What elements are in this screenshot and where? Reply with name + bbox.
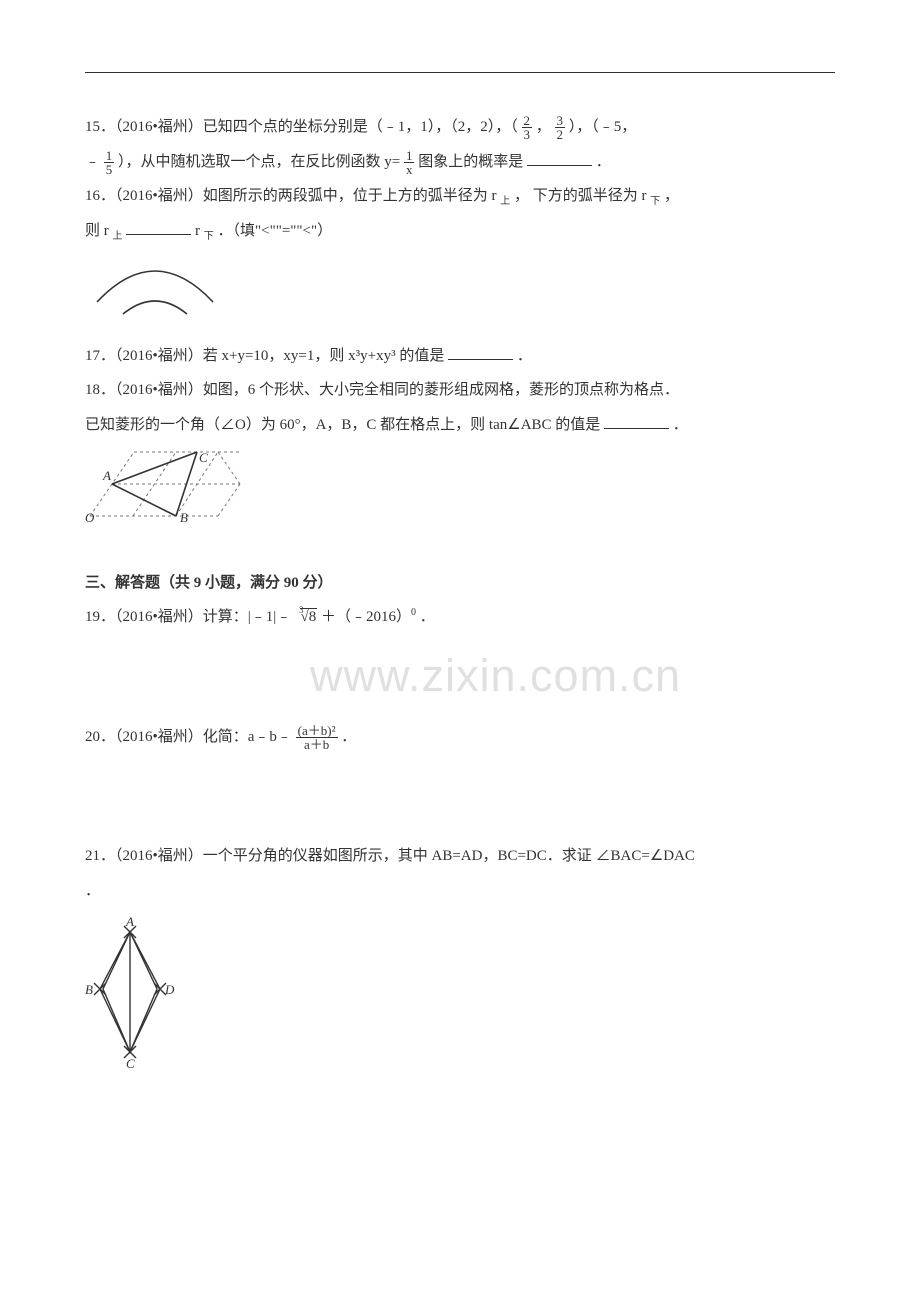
label-C: C xyxy=(126,1056,135,1069)
fill-blank xyxy=(448,345,513,360)
q16-text-1: 16．（2016•福州）如图所示的两段弧中，位于上方的弧半径为 r xyxy=(85,188,497,204)
label-D: D xyxy=(164,982,175,997)
question-18: 18．（2016•福州）如图，6 个形状、大小完全相同的菱形组成网格，菱形的顶点… xyxy=(85,373,835,442)
q15-text-6: 图象上的概率是 xyxy=(418,154,523,170)
q18-end: ． xyxy=(673,417,688,433)
frac-den: 5 xyxy=(104,163,115,176)
label-B: B xyxy=(180,510,188,524)
q19-sup: 0 xyxy=(411,607,416,618)
question-19: 19．（2016•福州）计算：|﹣1|﹣ 3√8 ＋（﹣2016）0 ． xyxy=(85,600,835,635)
q20-prefix: 20．（2016•福州）化简：a﹣b﹣ xyxy=(85,729,292,745)
frac-den: 3 xyxy=(522,128,533,141)
q18-line1: 18．（2016•福州）如图，6 个形状、大小完全相同的菱形组成网格，菱形的顶点… xyxy=(85,382,679,398)
frac-num: 1 xyxy=(104,149,115,163)
label-A: A xyxy=(125,914,134,929)
q16-line2-1: 则 r xyxy=(85,223,109,239)
arcs-figure xyxy=(85,254,225,319)
label-B: B xyxy=(85,982,93,997)
root-index: 3 xyxy=(299,605,304,615)
q15-text-4: ﹣ xyxy=(85,154,100,170)
frac-den: a＋b xyxy=(296,738,338,751)
q16-sub-dn: 下 xyxy=(650,196,660,207)
q19-end: ． xyxy=(420,609,435,625)
frac-den: 2 xyxy=(555,128,566,141)
rhombus-grid-figure: O A B C xyxy=(85,444,242,524)
label-C: C xyxy=(199,450,208,465)
q19-prefix: 19．（2016•福州）计算：|﹣1|﹣ xyxy=(85,609,291,625)
q15-text-5: ），从中随机选取一个点，在反比例函数 y= xyxy=(118,154,400,170)
cube-root: 3√8 xyxy=(295,609,321,625)
q15-frac-1: 23 xyxy=(522,114,533,141)
q16-end: ．（填"<""=""<"） xyxy=(218,223,333,239)
q21-line1: 21．（2016•福州）一个平分角的仪器如图所示，其中 AB=AD，BC=DC．… xyxy=(85,848,695,864)
question-15: 15．（2016•福州）已知四个点的坐标分别是（﹣1，1），（2，2），（ 23… xyxy=(85,110,835,179)
page-content: 15．（2016•福州）已知四个点的坐标分别是（﹣1，1），（2，2），（ 23… xyxy=(85,110,835,1089)
kite-lines xyxy=(94,926,166,1058)
q16-sub-up-2: 上 xyxy=(113,231,123,242)
frac-num: 1 xyxy=(404,149,415,163)
frac-num: (a＋b)² xyxy=(296,724,338,738)
fill-blank xyxy=(604,414,669,429)
q20-end: ． xyxy=(341,729,356,745)
fill-blank xyxy=(527,151,592,166)
q15-text-2: ， xyxy=(536,119,551,135)
q16-text-3: ， xyxy=(664,188,679,204)
question-16: 16．（2016•福州）如图所示的两段弧中，位于上方的弧半径为 r 上 ， 下方… xyxy=(85,179,835,248)
spacer xyxy=(85,635,835,720)
label-A: A xyxy=(102,468,111,483)
section-3-heading: 三、解答题（共 9 小题，满分 90 分） xyxy=(85,566,835,601)
q18-line2: 已知菱形的一个角（∠O）为 60°，A，B，C 都在格点上，则 tan∠ABC … xyxy=(85,417,600,433)
q19-tail: ＋（﹣2016） xyxy=(321,609,411,625)
spacer xyxy=(85,754,835,839)
q15-end: ． xyxy=(596,154,611,170)
q15-frac-3: 15 xyxy=(104,149,115,176)
q15-text-1: 15．（2016•福州）已知四个点的坐标分别是（﹣1，1），（2，2），（ xyxy=(85,119,518,135)
question-21: 21．（2016•福州）一个平分角的仪器如图所示，其中 AB=AD，BC=DC．… xyxy=(85,839,835,908)
q16-sub-up: 上 xyxy=(500,196,510,207)
root-radicand: 8 xyxy=(309,609,317,625)
frac-num: 3 xyxy=(555,114,566,128)
q21-line2: ． xyxy=(85,883,100,899)
q16-sub-dn-2: 下 xyxy=(204,231,214,242)
arc-upper xyxy=(97,271,213,302)
q15-text-3: ），（﹣5， xyxy=(569,119,637,135)
kite-figure: A B D C xyxy=(85,914,175,1069)
fill-blank xyxy=(126,220,191,235)
q15-frac-2: 32 xyxy=(555,114,566,141)
page-top-rule xyxy=(85,72,835,73)
label-O: O xyxy=(85,510,95,524)
q20-frac: (a＋b)²a＋b xyxy=(296,724,338,751)
arc-lower xyxy=(123,301,187,314)
question-20: 20．（2016•福州）化简：a﹣b﹣ (a＋b)²a＋b ． xyxy=(85,720,835,755)
question-17: 17．（2016•福州）若 x+y=10，xy=1，则 x³y+xy³ 的值是 … xyxy=(85,339,835,374)
q17-end: ． xyxy=(517,348,532,364)
q17-text: 17．（2016•福州）若 x+y=10，xy=1，则 x³y+xy³ 的值是 xyxy=(85,348,444,364)
frac-den: x xyxy=(404,163,415,176)
frac-num: 2 xyxy=(522,114,533,128)
q16-line2-2: r xyxy=(195,223,200,239)
q16-text-2: ， 下方的弧半径为 r xyxy=(514,188,647,204)
q15-frac-4: 1x xyxy=(404,149,415,176)
